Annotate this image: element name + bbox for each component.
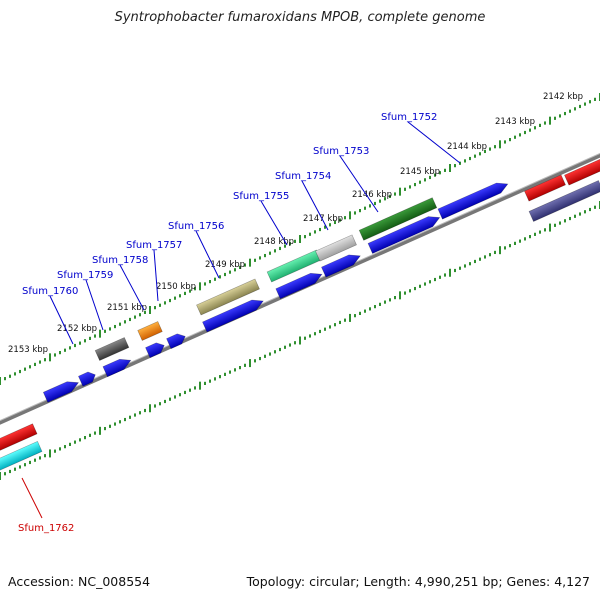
gene-blue-8[interactable] xyxy=(321,251,362,278)
gene-label-sfum-1759[interactable]: Sfum_1759 xyxy=(57,270,113,281)
gene-red-left[interactable] xyxy=(0,423,38,455)
kbp-label: 2153 kbp xyxy=(8,345,48,355)
gene-blue-1[interactable] xyxy=(42,378,80,403)
gene-leader-line xyxy=(339,155,379,213)
kbp-label: 2149 kbp xyxy=(205,260,245,270)
gene-blue-2[interactable] xyxy=(78,370,97,387)
gene-leader-line xyxy=(153,249,159,302)
gene-label-sfum-1755[interactable]: Sfum_1755 xyxy=(233,191,289,202)
kbp-label: 2145 kbp xyxy=(400,167,440,177)
gene-leader-line xyxy=(119,264,145,311)
gene-red-right-1[interactable] xyxy=(524,174,566,202)
gene-label-sfum-1754[interactable]: Sfum_1754 xyxy=(275,171,331,182)
gene-leader-line xyxy=(260,200,288,246)
map-title: Syntrophobacter fumaroxidans MPOB, compl… xyxy=(114,10,486,25)
gene-sfum-1753[interactable] xyxy=(358,197,438,241)
gene-leader-line-red xyxy=(21,477,43,519)
gene-label-sfum-1760[interactable]: Sfum_1760 xyxy=(22,286,78,297)
gene-navy-right[interactable] xyxy=(528,180,600,222)
inner-tick-row xyxy=(0,201,600,480)
gene-label-sfum-1756[interactable]: Sfum_1756 xyxy=(168,221,224,232)
gene-red-right-2[interactable] xyxy=(564,158,600,186)
gene-label-sfum-1757[interactable]: Sfum_1757 xyxy=(126,240,182,251)
gene-blue-7[interactable] xyxy=(275,269,324,300)
gene-sfum-1752[interactable] xyxy=(437,179,510,220)
gene-leader-line xyxy=(301,180,329,231)
gene-label-sfum-1753[interactable]: Sfum_1753 xyxy=(313,146,369,157)
gene-sfum-1756[interactable] xyxy=(196,278,260,316)
gene-blue-4[interactable] xyxy=(145,340,167,359)
kbp-label: 2151 kbp xyxy=(107,303,147,313)
accession-text: Accession: NC_008554 xyxy=(8,574,151,589)
kbp-label: 2150 kbp xyxy=(156,282,196,292)
gene-blue-6[interactable] xyxy=(202,296,266,333)
kbp-label: 2147 kbp xyxy=(303,214,343,224)
kbp-label: 2142 kbp xyxy=(543,92,583,102)
gene-label-sfum-1762[interactable]: Sfum_1762 xyxy=(18,523,74,534)
gene-sfum-1757[interactable] xyxy=(137,321,163,341)
gene-blue-9[interactable] xyxy=(367,213,442,254)
kbp-label: 2143 kbp xyxy=(495,117,535,127)
kbp-label: 2146 kbp xyxy=(352,190,392,200)
gene-leader-line xyxy=(195,230,220,279)
gene-sfum-1759[interactable] xyxy=(94,337,130,361)
gene-leader-line xyxy=(49,295,74,345)
genome-info-text: Topology: circular; Length: 4,990,251 bp… xyxy=(246,574,590,589)
gene-leader-line xyxy=(85,279,104,331)
outer-tick-row xyxy=(0,93,600,385)
gene-blue-3[interactable] xyxy=(102,355,133,378)
gene-sfum-1762[interactable] xyxy=(0,441,43,473)
gene-label-sfum-1752[interactable]: Sfum_1752 xyxy=(381,112,437,123)
gene-leader-line xyxy=(407,121,461,164)
gene-label-sfum-1758[interactable]: Sfum_1758 xyxy=(92,255,148,266)
gene-sfum-1754[interactable] xyxy=(315,234,357,262)
kbp-label: 2148 kbp xyxy=(254,237,294,247)
gene-blue-5[interactable] xyxy=(166,331,188,350)
kbp-label: 2152 kbp xyxy=(57,324,97,334)
kbp-label: 2144 kbp xyxy=(447,142,487,152)
